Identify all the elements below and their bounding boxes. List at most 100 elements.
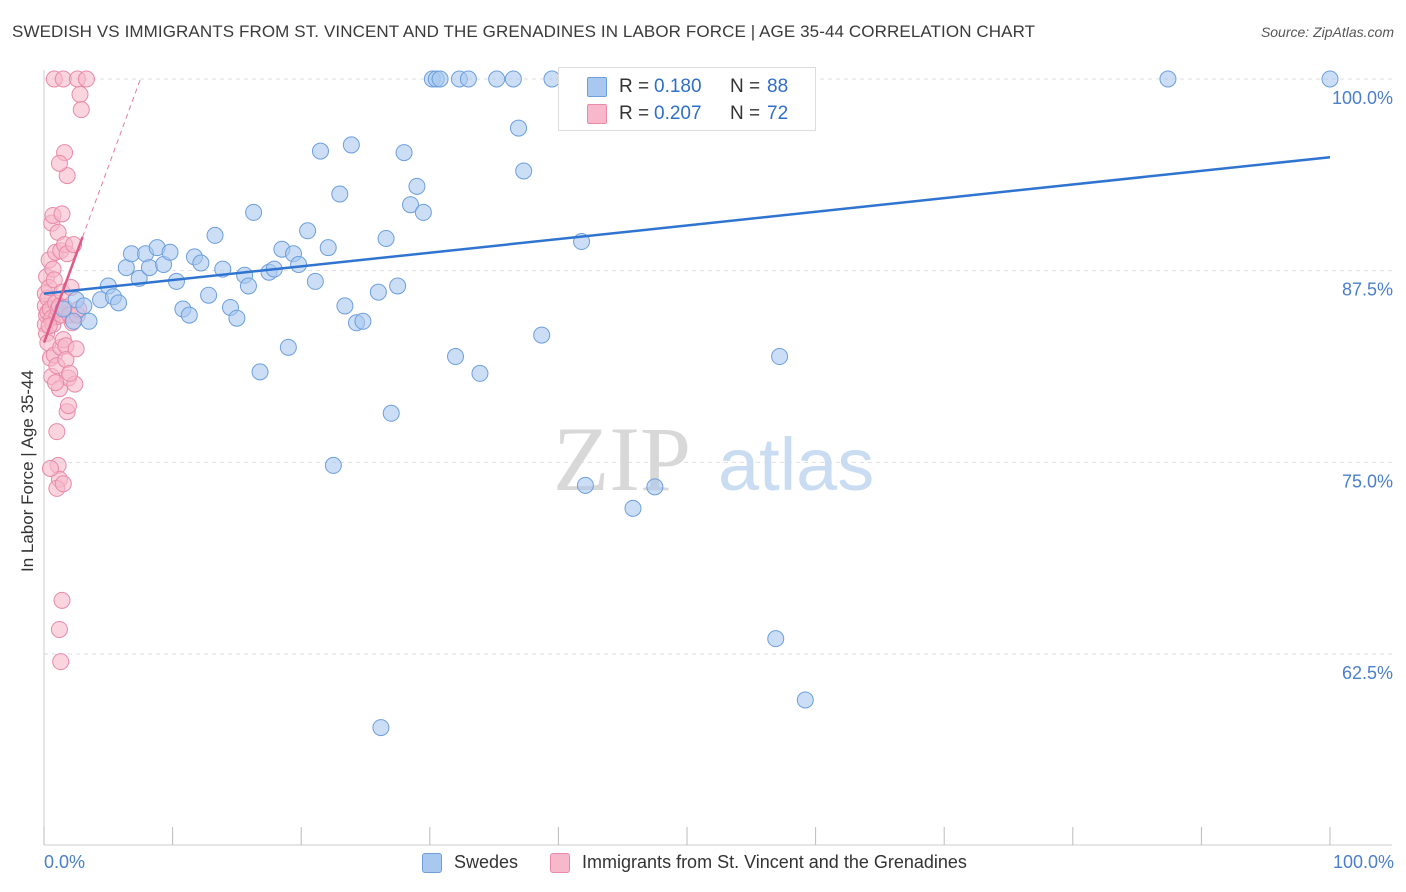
swedes-point bbox=[161, 243, 179, 261]
legend-label-immigrants: Immigrants from St. Vincent and the Gren… bbox=[582, 852, 967, 872]
immigrants-r-value: 0.207 bbox=[654, 103, 702, 124]
swedes-point bbox=[414, 203, 432, 221]
swedes-point bbox=[75, 297, 93, 315]
swedes-point bbox=[510, 119, 528, 137]
y-tick-labels: 62.5% 75.0% 87.5% 100.0% bbox=[1332, 88, 1393, 683]
swedes-point bbox=[140, 259, 158, 277]
swedes-point bbox=[279, 338, 297, 356]
n-label: N = bbox=[730, 103, 761, 124]
swedes-point bbox=[245, 203, 263, 221]
immigrants-point bbox=[54, 475, 72, 493]
r-label: R = bbox=[619, 76, 650, 97]
swedes-point bbox=[1321, 70, 1339, 88]
immigrants-point bbox=[53, 591, 71, 609]
immigrants-swatch bbox=[587, 104, 607, 124]
swedes-point bbox=[200, 286, 218, 304]
swedes-point bbox=[239, 277, 257, 295]
immigrants-point bbox=[77, 70, 95, 88]
immigrants-point bbox=[48, 423, 66, 441]
legend-item-immigrants[interactable]: Immigrants from St. Vincent and the Gren… bbox=[550, 852, 967, 873]
swedes-point bbox=[624, 499, 642, 517]
swedes-point bbox=[110, 294, 128, 312]
y-tick-label: 75.0% bbox=[1342, 471, 1393, 491]
r-label: R = bbox=[619, 103, 650, 124]
swedes-point bbox=[251, 363, 269, 381]
swedes-point bbox=[382, 404, 400, 422]
swedes-point bbox=[504, 70, 522, 88]
grid-lines bbox=[44, 78, 1392, 655]
swedes-point bbox=[459, 70, 477, 88]
swedes-point bbox=[431, 70, 449, 88]
swedes-point bbox=[80, 312, 98, 330]
swedes-point bbox=[646, 478, 664, 496]
swedes-point bbox=[336, 297, 354, 315]
immigrants-n-value: 72 bbox=[767, 103, 789, 124]
watermark-atlas: atlas bbox=[718, 423, 874, 506]
bottom-legend: Swedes Immigrants from St. Vincent and t… bbox=[422, 852, 999, 873]
swedes-point bbox=[395, 144, 413, 162]
swedes-point bbox=[408, 177, 426, 195]
immigrants-point bbox=[53, 205, 71, 223]
y-tick-label: 62.5% bbox=[1342, 663, 1393, 683]
swedes-point bbox=[767, 630, 785, 648]
swedes-point bbox=[515, 162, 533, 180]
swedes-trend-line bbox=[43, 155, 1331, 295]
swedes-point bbox=[576, 476, 594, 494]
immigrants-point bbox=[47, 374, 65, 392]
swedes-point bbox=[324, 456, 342, 474]
swedes-point bbox=[488, 70, 506, 88]
legend-item-swedes[interactable]: Swedes bbox=[422, 852, 518, 873]
immigrants-point bbox=[58, 167, 76, 185]
swedes-point bbox=[533, 326, 551, 344]
swedes-point bbox=[1159, 70, 1177, 88]
swedes-point bbox=[180, 306, 198, 324]
axes bbox=[43, 70, 1392, 846]
stats-legend: R = 0.180 N = 88 R = 0.207 N = 72 bbox=[558, 67, 816, 131]
y-axis-label: In Labor Force | Age 35-44 bbox=[18, 370, 37, 572]
swedes-point bbox=[290, 256, 308, 274]
swedes-point bbox=[369, 283, 387, 301]
swedes-point bbox=[311, 142, 329, 160]
swedes-point bbox=[299, 222, 317, 240]
swedes-legend-swatch bbox=[422, 852, 442, 873]
swedes-point bbox=[471, 364, 489, 382]
immigrants-point bbox=[71, 85, 89, 103]
swedes-point bbox=[122, 245, 140, 263]
series-swedes-points bbox=[54, 70, 1339, 737]
source-label: Source: ZipAtlas.com bbox=[1260, 24, 1394, 40]
swedes-point bbox=[342, 136, 360, 154]
immigrants-point bbox=[54, 70, 72, 88]
swedes-point bbox=[306, 272, 324, 290]
immigrants-point bbox=[72, 101, 90, 119]
series-immigrants-points bbox=[36, 70, 95, 671]
immigrants-point bbox=[59, 397, 77, 415]
swedes-r-value: 0.180 bbox=[654, 76, 702, 97]
swedes-point bbox=[65, 312, 83, 330]
swedes-point bbox=[354, 312, 372, 330]
trend-lines bbox=[42, 78, 1331, 344]
chart-title: SWEDISH VS IMMIGRANTS FROM ST. VINCENT A… bbox=[12, 22, 1036, 41]
immigrants-point bbox=[52, 653, 70, 671]
immigrants-point bbox=[61, 364, 79, 382]
immigrants-legend-swatch bbox=[550, 852, 571, 873]
swedes-point bbox=[771, 348, 789, 366]
swedes-point bbox=[402, 196, 420, 214]
swedes-point bbox=[389, 277, 407, 295]
swedes-point bbox=[372, 719, 390, 737]
y-tick-label: 87.5% bbox=[1342, 280, 1393, 300]
swedes-point bbox=[192, 254, 210, 272]
swedes-swatch bbox=[587, 77, 607, 97]
y-tick-label: 100.0% bbox=[1332, 88, 1393, 108]
x-tick-max: 100.0% bbox=[1332, 852, 1394, 872]
swedes-point bbox=[447, 348, 465, 366]
swedes-n-value: 88 bbox=[767, 76, 789, 97]
immigrants-trend-line bbox=[42, 236, 84, 344]
immigrants-point bbox=[41, 459, 59, 477]
immigrants-point bbox=[50, 154, 68, 172]
swedes-point bbox=[206, 226, 224, 244]
legend-label-swedes: Swedes bbox=[454, 852, 519, 872]
swedes-point bbox=[796, 691, 814, 709]
swedes-point bbox=[377, 229, 395, 247]
x-tick-min: 0.0% bbox=[44, 852, 86, 872]
